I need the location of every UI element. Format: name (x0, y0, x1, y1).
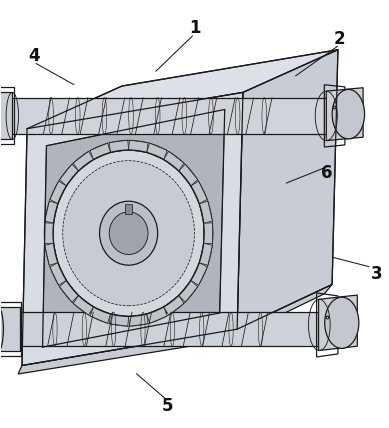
Polygon shape (147, 143, 167, 160)
Polygon shape (191, 263, 207, 285)
Text: 3: 3 (371, 265, 382, 283)
Polygon shape (73, 151, 93, 171)
Ellipse shape (0, 307, 4, 351)
Polygon shape (42, 110, 225, 347)
Polygon shape (199, 243, 212, 265)
Polygon shape (191, 181, 207, 204)
Circle shape (100, 201, 158, 265)
Polygon shape (179, 280, 198, 302)
Polygon shape (203, 223, 212, 244)
Polygon shape (164, 151, 184, 171)
Polygon shape (45, 223, 54, 244)
Polygon shape (319, 295, 357, 351)
Circle shape (53, 150, 204, 316)
Polygon shape (18, 284, 332, 374)
Text: 5: 5 (161, 397, 173, 415)
Polygon shape (20, 312, 319, 346)
Polygon shape (147, 307, 167, 323)
Text: 1: 1 (189, 19, 200, 37)
Polygon shape (60, 280, 79, 302)
Polygon shape (90, 307, 110, 323)
Polygon shape (326, 88, 363, 141)
Polygon shape (27, 50, 338, 129)
Polygon shape (90, 143, 110, 160)
Polygon shape (45, 201, 58, 223)
Ellipse shape (332, 89, 364, 139)
Polygon shape (73, 295, 93, 315)
Text: 2: 2 (334, 30, 346, 48)
Polygon shape (125, 204, 133, 214)
Polygon shape (109, 140, 129, 152)
Polygon shape (0, 307, 20, 351)
Polygon shape (12, 98, 326, 134)
Polygon shape (179, 164, 198, 186)
Text: 6: 6 (321, 164, 332, 182)
Polygon shape (164, 295, 184, 315)
Circle shape (109, 212, 148, 255)
Polygon shape (129, 314, 148, 326)
Polygon shape (50, 263, 67, 285)
Polygon shape (0, 92, 12, 140)
Polygon shape (109, 314, 129, 326)
Polygon shape (60, 164, 79, 186)
Ellipse shape (325, 297, 359, 348)
Polygon shape (45, 243, 58, 265)
Polygon shape (22, 92, 243, 366)
Polygon shape (237, 50, 338, 329)
Polygon shape (199, 201, 212, 223)
Polygon shape (129, 140, 148, 152)
Circle shape (63, 160, 194, 306)
Polygon shape (50, 181, 67, 204)
Text: 4: 4 (28, 47, 39, 65)
